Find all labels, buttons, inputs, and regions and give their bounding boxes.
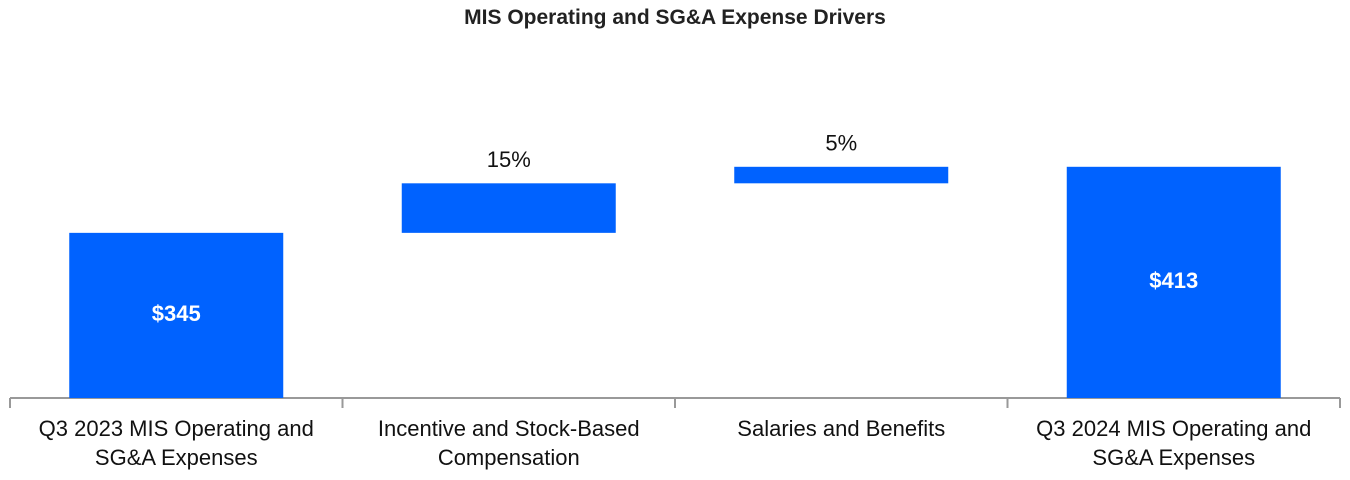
value-label: 5% (825, 131, 857, 156)
value-label: 15% (487, 147, 531, 172)
bar (734, 166, 949, 184)
bar (1066, 166, 1281, 398)
value-label: $345 (152, 301, 201, 326)
x-tick-label: Salaries and Benefits (737, 416, 946, 441)
x-tick-label: Incentive and Stock-Based Compensation (377, 416, 640, 470)
bar (401, 183, 616, 233)
x-tick-label: Q3 2023 MIS Operating and SG&A Expenses (38, 416, 314, 470)
x-tick-label: Q3 2024 MIS Operating and SG&A Expenses (1036, 416, 1312, 470)
bar (69, 232, 284, 398)
chart-title: MIS Operating and SG&A Expense Drivers (464, 6, 886, 29)
value-label: $413 (1149, 268, 1198, 293)
